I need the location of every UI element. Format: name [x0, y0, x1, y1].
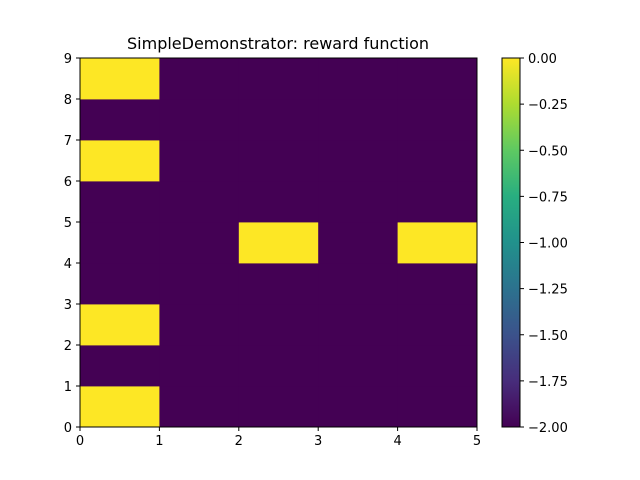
heatmap-cell [238, 263, 319, 305]
y-tick-label: 8 [64, 93, 72, 108]
x-tick-label: 1 [155, 434, 163, 449]
heatmap-cell [397, 386, 478, 428]
heatmap-cell [238, 58, 319, 100]
heatmap-cell [80, 222, 160, 264]
y-tick-label: 7 [64, 134, 72, 149]
heatmap-cell [238, 345, 319, 387]
heatmap-cell [318, 140, 398, 182]
heatmap-cell [80, 181, 160, 223]
y-tick-label: 5 [64, 216, 72, 231]
heatmap-cell [397, 304, 478, 346]
heatmap-cell [238, 304, 319, 346]
y-tick-label: 1 [64, 380, 72, 395]
y-axis: 0 1 2 3 4 5 6 7 8 9 [64, 52, 80, 436]
y-tick-label: 3 [64, 298, 72, 313]
heatmap-cell [238, 99, 319, 141]
y-tick-label: 2 [64, 339, 72, 354]
heatmap-cell [318, 345, 398, 387]
heatmap-cell [159, 140, 240, 182]
heatmap-cell [159, 386, 240, 428]
heatmap-cell [397, 263, 478, 305]
colorbar-tick-label: −1.25 [528, 283, 568, 298]
heatmap-cell [238, 222, 319, 264]
colorbar-tick-label: −0.25 [528, 98, 568, 113]
heatmap-cell [238, 386, 319, 428]
x-tick-label: 4 [393, 434, 401, 449]
chart-title: SimpleDemonstrator: reward function [127, 34, 429, 53]
heatmap-cell [397, 181, 478, 223]
y-tick-label: 4 [64, 257, 72, 272]
heatmap-cell [80, 386, 160, 428]
y-tick-label: 0 [64, 421, 72, 436]
colorbar-tick-label: 0.00 [528, 52, 557, 67]
heatmap-cell [159, 99, 240, 141]
colorbar-tick-label: −1.50 [528, 329, 568, 344]
colorbar-tick-label: −0.50 [528, 144, 568, 159]
x-tick-label: 5 [473, 434, 481, 449]
heatmap-cell [318, 58, 398, 100]
heatmap-cell [80, 99, 160, 141]
heatmap-cell [397, 345, 478, 387]
heatmap-cell [159, 345, 240, 387]
colorbar [501, 57, 521, 428]
heatmap-cell [318, 263, 398, 305]
plot-frame [79, 57, 478, 428]
heatmap-cell [238, 181, 319, 223]
heatmap-cell [318, 181, 398, 223]
heatmap-cell [159, 181, 240, 223]
heatmap-cell [80, 263, 160, 305]
x-tick-label: 2 [235, 434, 243, 449]
heatmap-cell [80, 58, 160, 100]
heatmap-cell [397, 58, 478, 100]
heatmap-cell [159, 304, 240, 346]
heatmap-cell [318, 304, 398, 346]
heatmap-cell [397, 99, 478, 141]
heatmap-cell [80, 345, 160, 387]
colorbar-axis: 0.00 −0.25 −0.50 −0.75 −1.00 −1.25 −1.50 −1.75 −… [520, 52, 568, 436]
colorbar-tick-label: −0.75 [528, 190, 568, 205]
heatmap-cell [159, 58, 240, 100]
heatmap-cell [397, 222, 478, 264]
colorbar-tick-label: −1.75 [528, 375, 568, 390]
y-tick-label: 6 [64, 175, 72, 190]
heatmap-cell [80, 304, 160, 346]
heatmap-cell [318, 386, 398, 428]
heatmap-cell [159, 263, 240, 305]
heatmap-cell [80, 140, 160, 182]
colorbar-tick-label: −2.00 [528, 421, 568, 436]
x-tick-label: 3 [314, 434, 322, 449]
y-tick-label: 9 [64, 52, 72, 67]
heatmap-cell [318, 222, 398, 264]
heatmap-cells [80, 58, 478, 428]
x-axis: 0 1 2 3 4 5 [76, 427, 481, 449]
heatmap-cell [318, 99, 398, 141]
heatmap-cell [397, 140, 478, 182]
heatmap-cell [159, 222, 240, 264]
heatmap-cell [238, 140, 319, 182]
x-tick-label: 0 [76, 434, 84, 449]
colorbar-tick-label: −1.00 [528, 237, 568, 252]
